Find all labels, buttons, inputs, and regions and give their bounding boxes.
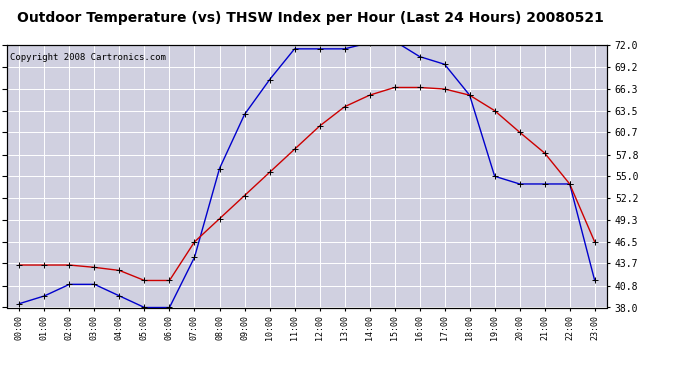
Text: Copyright 2008 Cartronics.com: Copyright 2008 Cartronics.com [10, 53, 166, 62]
Text: Outdoor Temperature (vs) THSW Index per Hour (Last 24 Hours) 20080521: Outdoor Temperature (vs) THSW Index per … [17, 11, 604, 25]
